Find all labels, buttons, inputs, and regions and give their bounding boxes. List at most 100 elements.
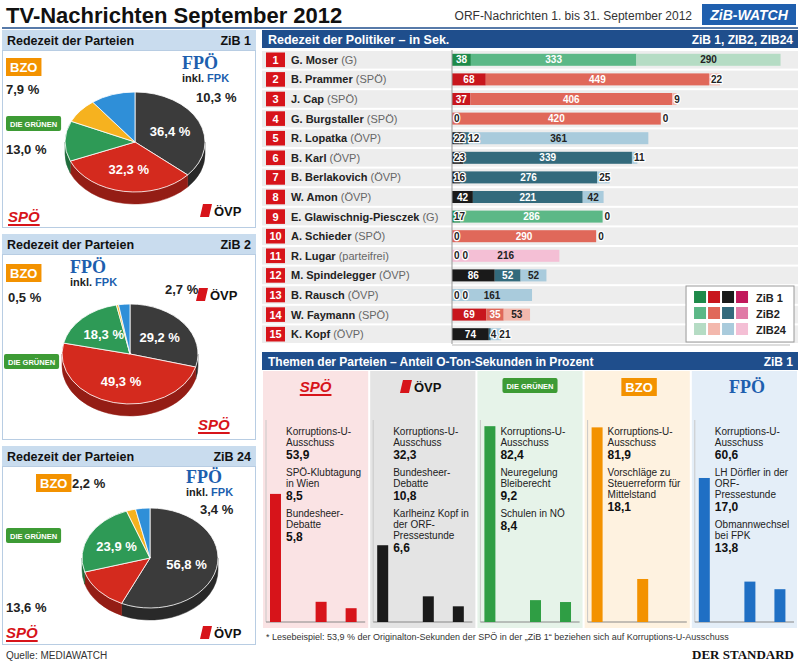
data-label: 11 — [634, 152, 645, 163]
data-label: 9 — [674, 94, 680, 105]
data-label: 36,4 % — [150, 124, 191, 139]
legend-label: ZiB 1 — [756, 292, 783, 304]
party-logo-text: ÖVP — [214, 626, 242, 641]
category-label: A. Schieder (SPÖ) — [291, 230, 385, 242]
bar — [774, 589, 785, 622]
category-label: K. Kopf (ÖVP) — [291, 328, 364, 340]
row-band — [262, 247, 798, 265]
logo-underline — [8, 224, 40, 226]
name-part: M. Spindelegger — [291, 269, 377, 281]
y-axis — [452, 50, 453, 344]
bar-segment — [636, 54, 780, 66]
bar-segment — [471, 54, 637, 66]
y-axis — [480, 420, 481, 622]
row-band — [262, 149, 798, 167]
logo-box — [6, 58, 41, 76]
legend-swatch — [736, 291, 748, 303]
rank-box — [266, 249, 285, 264]
logo-word: inkl. — [70, 276, 92, 288]
topic-line: Korruptions-U- — [286, 426, 351, 437]
bar-segment — [521, 269, 547, 281]
topic-line: Debatte — [393, 478, 428, 489]
column-bg — [477, 371, 582, 628]
category-label: M. Spindelegger (ÖVP) — [291, 269, 410, 281]
background — [0, 0, 800, 666]
column-bg — [585, 371, 690, 628]
column-bg — [692, 371, 797, 628]
bar-segment — [452, 328, 489, 340]
name-part: R. Lugar — [291, 250, 336, 262]
rank-box — [266, 72, 285, 87]
category-label: R. Lopatka (ÖVP) — [291, 132, 381, 144]
logo-main: FPÖ — [186, 467, 222, 487]
data-label: 86 — [468, 270, 480, 281]
panel-subtitle: ZiB 2 — [220, 238, 251, 252]
topic-line: Karlheinz Kopf in — [393, 508, 469, 519]
row-band — [262, 51, 798, 69]
legend-swatch — [694, 291, 706, 303]
party-part: (ÖVP) — [367, 171, 401, 183]
rank-box — [266, 190, 285, 205]
data-label: 32,3 % — [108, 162, 149, 177]
category-label: B. Karl (ÖVP) — [291, 152, 360, 164]
pie-slices — [82, 508, 218, 608]
party-logo: ÖVP — [196, 288, 238, 303]
legend-swatch — [736, 323, 748, 335]
party-logo: FPÖinkl. FPK — [186, 467, 233, 498]
rank: 4 — [272, 113, 279, 125]
name-part: B. Karl — [291, 152, 326, 164]
rows: 1G. Moser (G)2B. Prammer (SPÖ)3J. Cap (S… — [262, 51, 798, 343]
topic-line: Bleiberecht — [500, 478, 550, 489]
column-bg — [370, 371, 475, 628]
party-part: (ÖVP) — [376, 269, 410, 281]
data-label: 286 — [523, 211, 540, 222]
party-part: (SPÖ) — [364, 113, 398, 125]
panel-header — [2, 446, 256, 466]
pie-panel: Redezeit der ParteienZiB 1ÖVP36,4 %SPÖ32… — [2, 30, 256, 228]
bar — [484, 426, 495, 622]
infographic: TV-Nachrichten September 2012ZiB-WATCHOR… — [0, 0, 800, 666]
panel-header — [262, 30, 798, 48]
party-logo-text: BZO — [625, 380, 652, 395]
data-label: 290 — [516, 231, 533, 242]
row-band — [262, 90, 798, 108]
bar-segment — [452, 113, 661, 125]
legend-label: ZIB24 — [756, 324, 787, 336]
name-part: W. Amon — [291, 191, 338, 203]
data-label: 339 — [539, 152, 556, 163]
party-logo-text: SPÖ — [6, 624, 38, 641]
logo-word: FPK — [204, 72, 229, 84]
data-label: 21 — [499, 329, 511, 340]
data-label: 0 — [663, 113, 669, 124]
logo-suffix: inkl. FPK — [182, 72, 229, 84]
data-label: 22 — [454, 133, 466, 144]
party-logo: ÖVP — [200, 626, 242, 641]
party-logo: BZO — [6, 264, 41, 282]
legend-swatch — [722, 307, 734, 319]
data-label: 52 — [528, 270, 540, 281]
data-label: 5,8 — [286, 530, 303, 544]
party-part: (ÖVP) — [347, 132, 381, 144]
topic-label: Vorschläge zuSteuerreform fürMittelstand — [608, 467, 681, 500]
category-label: B. Prammer (SPÖ) — [291, 73, 386, 85]
data-label: 35 — [489, 309, 501, 320]
bar-segment — [452, 191, 473, 203]
topic-line: Pressestunde — [393, 530, 455, 541]
bar — [316, 602, 327, 622]
rank: 6 — [272, 152, 278, 164]
topic-line: Ausschuss — [286, 437, 334, 448]
bar-segment — [486, 309, 503, 321]
logo-box — [4, 354, 59, 369]
data-label: 9,2 — [500, 489, 517, 503]
data-label: 276 — [520, 172, 537, 183]
data-label: 17,0 — [715, 500, 739, 514]
data-label: 17 — [454, 211, 466, 222]
party-logo: FPÖinkl. FPK — [182, 53, 229, 84]
party-part: (SPÖ) — [352, 230, 386, 242]
data-label: 38 — [456, 54, 468, 65]
panel-title: Redezeit der Parteien — [7, 238, 134, 252]
data-label: 0 — [454, 250, 460, 261]
party-logo-text: ÖVP — [214, 204, 242, 219]
party-logo-text: DIE GRÜNEN — [506, 382, 553, 391]
party-logo-text: SPÖ — [8, 208, 40, 225]
